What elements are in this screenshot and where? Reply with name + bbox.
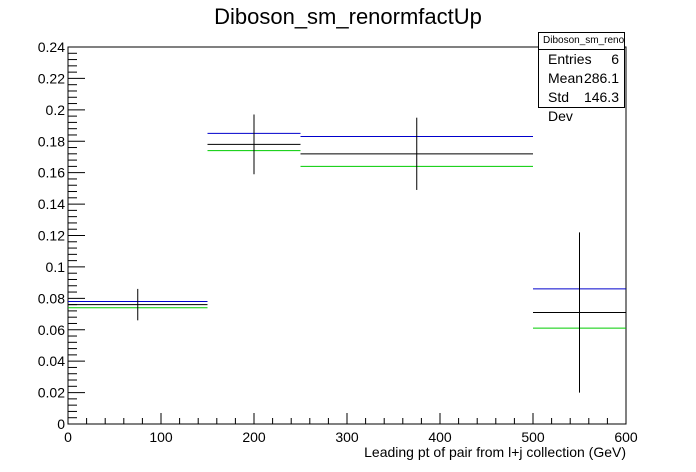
y-tick-label: 0.2 [46, 102, 66, 118]
y-tick-label: 0.1 [46, 259, 66, 275]
x-axis: 0 100 200 300 400 500 600 [64, 413, 638, 445]
stats-row-mean: Mean 286.1 [539, 69, 624, 88]
x-tick-label: 100 [149, 429, 173, 445]
stats-label: Std Dev [548, 89, 573, 124]
y-tick-label: 0 [57, 416, 65, 432]
stats-box: Diboson_sm_renormfactUp Entries 6 Mean 2… [538, 32, 625, 124]
stats-value: 6 [611, 51, 619, 67]
stats-title: Diboson_sm_renormfactUp [539, 33, 624, 50]
x-tick-label: 600 [614, 429, 638, 445]
y-tick-label: 0.24 [38, 39, 65, 55]
y-tick-label: 0.02 [38, 385, 65, 401]
x-tick-label: 300 [335, 429, 359, 445]
y-tick-label: 0.14 [38, 196, 65, 212]
stats-value: 146.3 [583, 89, 619, 105]
y-axis: 0 0.02 0.04 0.06 0.08 0.1 0.12 0.14 0.16 0.18 0.2 0… [38, 39, 85, 432]
x-tick-label: 200 [242, 429, 266, 445]
y-tick-label: 0.22 [38, 70, 65, 86]
x-tick-label: 0 [64, 429, 72, 445]
stats-value: 286.1 [583, 70, 619, 86]
y-tick-label: 0.08 [38, 290, 65, 306]
x-axis-label: Leading pt of pair from l+j collection (… [364, 444, 626, 460]
stats-row-stddev: Std Dev 146.3 [539, 88, 624, 124]
x-tick-label: 500 [521, 429, 545, 445]
x-tick-label: 400 [428, 429, 452, 445]
data-series [68, 114, 626, 393]
y-tick-label: 0.04 [38, 353, 65, 369]
y-tick-label: 0.16 [38, 165, 65, 181]
stats-label: Entries [548, 51, 592, 67]
y-tick-label: 0.12 [38, 228, 65, 244]
stats-row-entries: Entries 6 [539, 50, 624, 69]
y-tick-label: 0.18 [38, 133, 65, 149]
y-tick-label: 0.06 [38, 322, 65, 338]
stats-label: Mean [548, 70, 584, 86]
chart-title: Diboson_sm_renormfactUp [214, 4, 482, 29]
